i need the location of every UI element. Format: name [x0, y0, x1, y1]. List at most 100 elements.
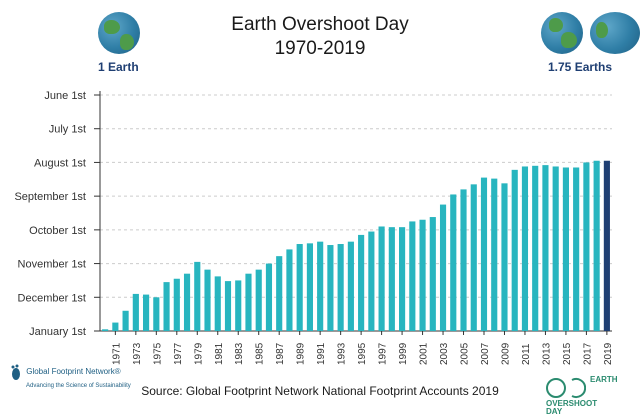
eod-line2: OVERSHOOT [546, 399, 598, 408]
bar-1989 [296, 244, 303, 331]
x-tick-label: 1999 [398, 342, 409, 365]
bar-1971 [112, 322, 119, 331]
x-tick-label: 2017 [582, 342, 593, 365]
bar-2008 [491, 178, 498, 331]
bar-1981 [214, 276, 221, 331]
y-tick-label: June 1st [44, 90, 86, 102]
x-tick-label: 1985 [255, 342, 266, 365]
y-tick-label: October 1st [29, 225, 86, 237]
bar-2014 [552, 166, 559, 331]
bar-1970 [102, 329, 109, 331]
x-tick-label: 1975 [152, 342, 163, 365]
x-tick-label: 1991 [316, 342, 327, 365]
bar-2013 [542, 165, 549, 331]
x-tick-label: 2001 [419, 342, 430, 365]
bar-2003 [439, 204, 447, 331]
chart-subtitle: 1970-2019 [274, 38, 366, 59]
bar-1988 [286, 249, 293, 331]
source-note: Source: Global Footprint Network Nationa… [141, 384, 499, 398]
x-tick-label: 1989 [296, 342, 307, 365]
bar-2000 [409, 221, 416, 331]
x-tick-label: 2005 [460, 342, 471, 365]
bar-2010 [511, 169, 518, 331]
bar-1973 [132, 293, 139, 331]
x-tick-label: 2013 [541, 342, 552, 365]
bar-2016 [573, 167, 580, 331]
eod-line1: EARTH [590, 375, 618, 384]
x-tick-label: 1983 [234, 342, 245, 365]
partial-earth-globe-icon [590, 12, 640, 54]
bar-2011 [521, 166, 529, 331]
eod-globe-icon [546, 378, 586, 398]
bar-1994 [347, 241, 354, 331]
bar-2009 [501, 183, 508, 331]
bar-1974 [143, 294, 150, 331]
earth-globe-icon [98, 12, 140, 54]
x-tick-label: 2003 [439, 342, 450, 365]
bar-2015 [562, 167, 569, 331]
right-globe-label: 1.75 Earths [548, 60, 613, 74]
x-tick-label: 1981 [214, 342, 225, 365]
bar-2007 [480, 177, 488, 331]
y-tick-label: January 1st [29, 326, 86, 338]
bar-2005 [460, 189, 467, 331]
bar-2001 [419, 219, 426, 331]
bar-2006 [470, 184, 477, 331]
bar-1982 [224, 281, 232, 331]
bar-1999 [399, 227, 406, 331]
bar-1996 [368, 231, 375, 331]
bar-1997 [378, 226, 385, 331]
bar-1995 [358, 234, 365, 331]
left-globe-label: 1 Earth [98, 60, 139, 74]
x-tick-label: 1993 [337, 342, 348, 365]
x-tick-label: 2007 [480, 342, 491, 365]
bar-1998 [388, 227, 395, 331]
x-tick-label: 1997 [378, 342, 389, 365]
bar-1975 [153, 297, 160, 331]
x-tick-label: 2019 [603, 342, 614, 365]
x-tick-label: 1979 [193, 342, 204, 365]
bar-1993 [337, 244, 344, 331]
y-tick-label: August 1st [34, 157, 86, 169]
bar-1977 [173, 278, 180, 331]
y-tick-label: July 1st [49, 124, 86, 136]
earth-globe-icon [541, 12, 583, 54]
gfn-tagline: Advancing the Science of Sustainability [26, 383, 131, 389]
bar-2012 [532, 165, 539, 331]
bar-1986 [265, 263, 273, 331]
bar-1976 [163, 282, 170, 331]
x-tick-label: 2011 [521, 343, 532, 365]
bar-2019 [603, 160, 610, 331]
bar-1985 [255, 269, 262, 331]
x-tick-label: 1995 [357, 342, 368, 365]
bar-1979 [194, 261, 201, 331]
bar-1983 [235, 280, 242, 331]
bar-1984 [245, 273, 252, 331]
bar-1978 [183, 273, 191, 331]
x-tick-label: 2015 [562, 342, 573, 365]
bar-2004 [450, 194, 457, 331]
footprint-icon [11, 364, 20, 380]
bar-1990 [306, 243, 313, 331]
x-tick-label: 2009 [500, 342, 511, 365]
bar-2002 [429, 217, 436, 331]
y-tick-label: December 1st [18, 292, 86, 304]
bar-1992 [327, 245, 334, 331]
chart-title: Earth Overshoot Day [231, 14, 409, 35]
y-tick-label: September 1st [14, 191, 86, 203]
eod-logo: EARTH OVERSHOOT DAY [546, 376, 618, 416]
eod-line3: DAY [546, 407, 563, 416]
bar-1991 [317, 241, 324, 331]
bar-1972 [122, 310, 129, 331]
x-tick-label: 1987 [275, 342, 286, 365]
y-tick-label: November 1st [18, 259, 86, 271]
x-tick-label: 1971 [111, 342, 122, 365]
gfn-logo-text: Global Footprint Network® [26, 367, 121, 377]
bar-1980 [204, 269, 211, 331]
gfn-logo: Global Footprint Network® Advancing the … [8, 364, 131, 389]
bar-2017 [583, 162, 590, 331]
x-tick-label: 1977 [173, 342, 184, 365]
bar-1987 [276, 256, 283, 331]
x-tick-label: 1973 [132, 342, 143, 365]
